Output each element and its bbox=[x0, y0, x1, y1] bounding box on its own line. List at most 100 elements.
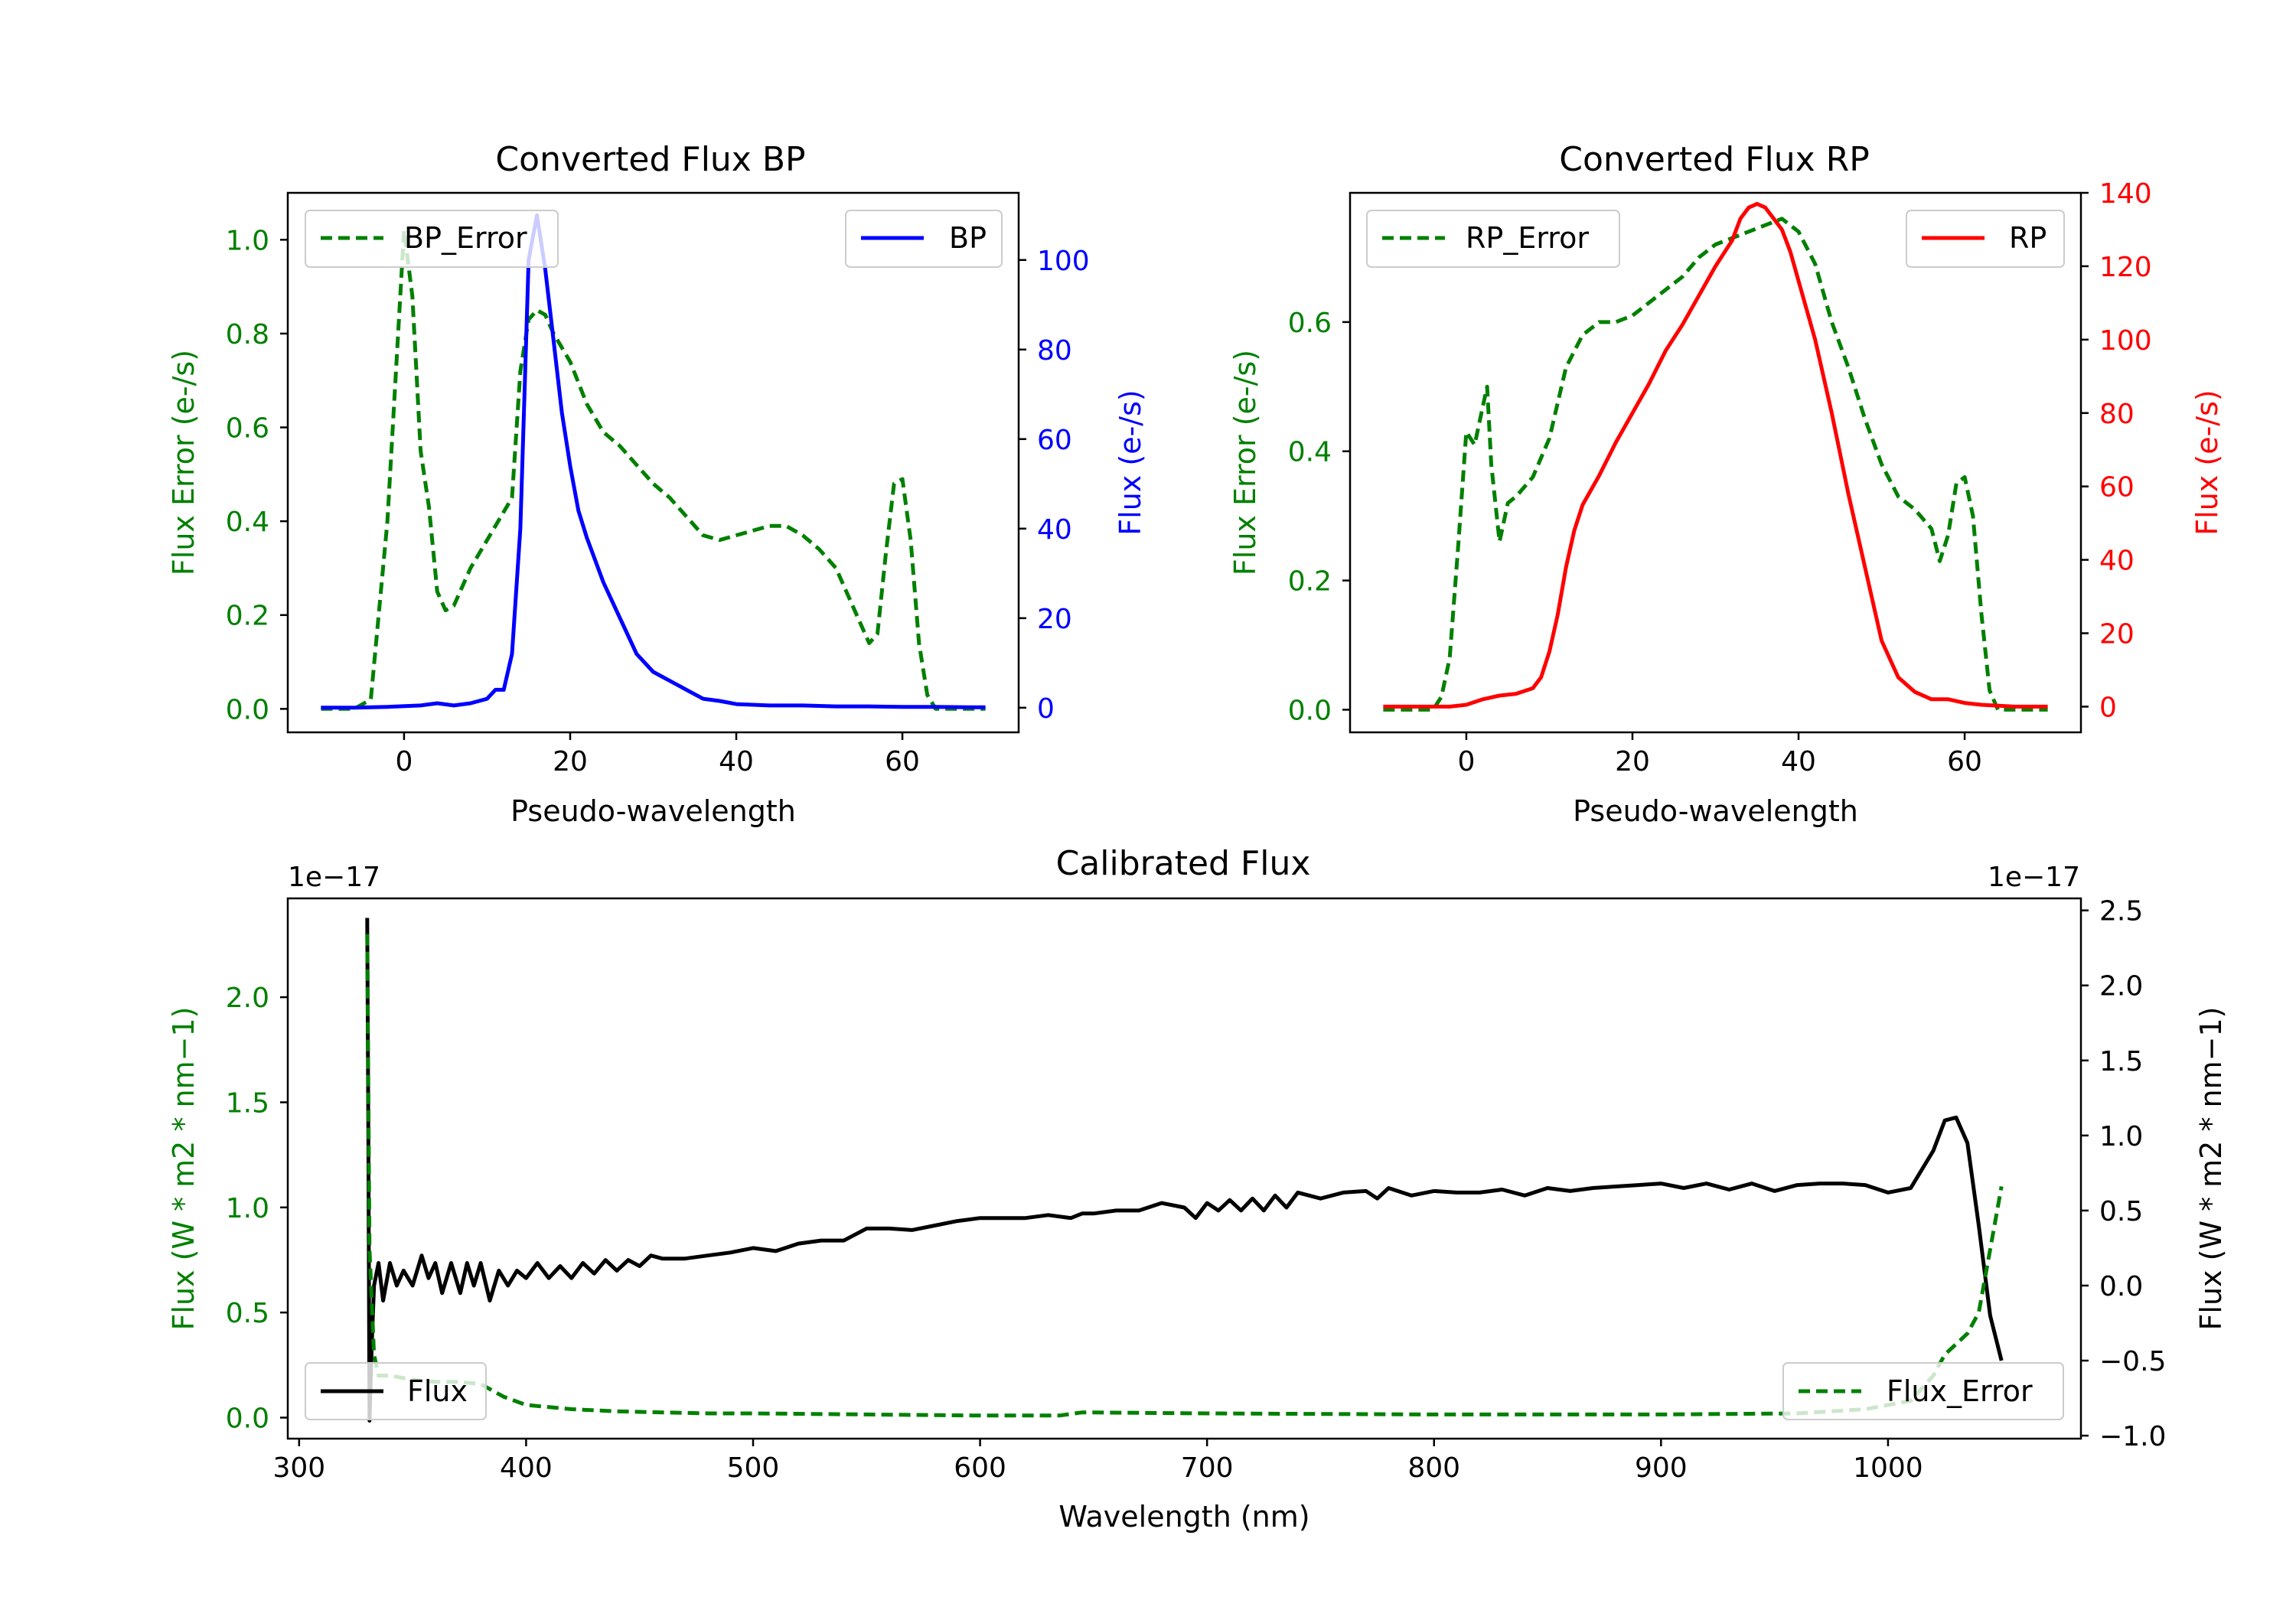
bp-right-tick-label: 20 bbox=[1037, 604, 1072, 635]
bp-x-tick-label: 40 bbox=[719, 746, 754, 777]
cal-left-tick-label: 0.0 bbox=[226, 1403, 269, 1435]
bp-right-tick-label: 100 bbox=[1037, 246, 1090, 277]
cal-right-tick-label: −0.5 bbox=[2099, 1346, 2166, 1377]
rp-right-ticks: 0 20 40 60 80 100 120 140 bbox=[2081, 178, 2152, 723]
bp-panel: Converted Flux BP 0 20 40 60 0.00.20.40.60.… bbox=[167, 140, 1147, 828]
rp-right-tick-label: 100 bbox=[2099, 325, 2152, 357]
bp-x-tick-label: 60 bbox=[885, 746, 920, 777]
rp-legend-right[interactable]: RP bbox=[1906, 210, 2065, 268]
bp-legend-right[interactable]: BP bbox=[845, 210, 1003, 268]
rp-x-tick-label: 0 bbox=[1457, 746, 1475, 777]
rp-series-rp-line bbox=[1383, 201, 2048, 709]
bp-error-legend-label: BP_Error bbox=[404, 221, 527, 255]
bp-right-tick-label: 40 bbox=[1037, 514, 1072, 546]
cal-right-ticks: −1.0 −0.5 0.0 0.5 1.0 1.5 2.0 2.5 bbox=[2081, 896, 2166, 1452]
rp-legend-left[interactable]: RP_Error bbox=[1366, 210, 1620, 268]
flux-legend-label: Flux bbox=[407, 1374, 468, 1408]
rp-left-tick-label: 0.4 bbox=[1288, 437, 1332, 468]
cal-right-tick-label: 0.0 bbox=[2099, 1271, 2143, 1302]
rp-right-tick-label: 120 bbox=[2099, 252, 2152, 283]
cal-legend-left-box bbox=[305, 1362, 487, 1420]
bp-legend-left-box bbox=[305, 210, 559, 268]
rp-legend-label: RP bbox=[2009, 221, 2047, 255]
rp-left-tick-label: 0.0 bbox=[1288, 695, 1332, 726]
cal-x-tick-label: 300 bbox=[272, 1452, 325, 1484]
bp-right-axis-label: Flux (e-/s) bbox=[1114, 390, 1147, 535]
cal-x-tick-label: 400 bbox=[500, 1452, 553, 1484]
cal-legend-right[interactable]: Flux_Error bbox=[1782, 1362, 2064, 1420]
cal-left-tick-label: 1.5 bbox=[226, 1087, 269, 1119]
bp-left-tick-label: 1.0 bbox=[226, 225, 269, 256]
rp-left-ticks: 0.0 0.2 0.4 0.6 bbox=[1288, 308, 1350, 726]
rp-title: Converted Flux RP bbox=[1559, 140, 1870, 179]
cal-right-tick-label: 0.5 bbox=[2099, 1196, 2143, 1227]
cal-x-label: Wavelength (nm) bbox=[1058, 1500, 1309, 1534]
rp-series-layer bbox=[1383, 201, 2048, 712]
rp-left-axis-label: Flux Error (e-/s) bbox=[1228, 350, 1262, 575]
bp-series-layer bbox=[321, 213, 986, 711]
rp-right-tick-label: 140 bbox=[2099, 178, 2152, 210]
bp-right-ticks: 0 20 40 60 80 100 bbox=[1019, 246, 1090, 725]
flux-error-legend-label: Flux_Error bbox=[1887, 1374, 2033, 1408]
cal-x-tick-label: 900 bbox=[1635, 1452, 1688, 1484]
cal-left-tick-label: 1.0 bbox=[226, 1193, 269, 1224]
cal-right-offset-text: 1e−17 bbox=[1988, 862, 2080, 893]
bp-left-ticks: 0.0 0.2 0.4 0.6 0.8 1.0 bbox=[226, 225, 288, 725]
bp-left-tick-label: 0.6 bbox=[226, 413, 269, 445]
bp-x-ticks: 0 20 40 60 bbox=[395, 732, 920, 777]
bp-series-bp-line bbox=[321, 213, 986, 710]
rp-legend-right-box bbox=[1906, 210, 2065, 268]
cal-legend-left[interactable]: Flux bbox=[305, 1362, 487, 1420]
rp-x-tick-label: 60 bbox=[1947, 746, 1982, 777]
cal-left-tick-label: 2.0 bbox=[226, 983, 269, 1014]
cal-panel: Calibrated Flux 1e−17 1e−17 300 400 500 600… bbox=[167, 844, 2228, 1534]
cal-x-tick-label: 600 bbox=[954, 1452, 1006, 1484]
cal-right-tick-label: 2.5 bbox=[2099, 896, 2143, 927]
rp-right-tick-label: 0 bbox=[2099, 692, 2117, 723]
bp-right-tick-label: 80 bbox=[1037, 335, 1072, 367]
bp-left-tick-label: 0.2 bbox=[226, 601, 269, 632]
cal-right-tick-label: −1.0 bbox=[2099, 1421, 2166, 1452]
rp-right-tick-label: 40 bbox=[2099, 546, 2135, 577]
cal-legend-right-box bbox=[1782, 1362, 2064, 1420]
cal-right-tick-label: 1.5 bbox=[2099, 1046, 2143, 1077]
bp-legend-left[interactable]: BP_Error bbox=[305, 210, 559, 268]
bp-right-tick-label: 60 bbox=[1037, 425, 1072, 456]
bp-left-axis-label: Flux Error (e-/s) bbox=[167, 350, 201, 575]
rp-x-ticks: 0 20 40 60 bbox=[1457, 732, 1982, 777]
cal-series-flux-line bbox=[365, 918, 2004, 1423]
bp-left-tick-label: 0.4 bbox=[226, 507, 269, 538]
bp-legend-label: BP bbox=[949, 221, 987, 255]
cal-frame bbox=[286, 897, 2082, 1440]
bp-left-tick-label: 0.0 bbox=[226, 694, 269, 725]
rp-x-tick-label: 40 bbox=[1781, 746, 1816, 777]
rp-right-tick-label: 20 bbox=[2099, 619, 2135, 650]
rp-x-label: Pseudo-wavelength bbox=[1573, 794, 1858, 828]
bp-x-label: Pseudo-wavelength bbox=[510, 794, 796, 828]
bp-title: Converted Flux BP bbox=[495, 140, 805, 179]
bp-frame bbox=[286, 191, 1020, 734]
rp-right-axis-label: Flux (e-/s) bbox=[2190, 390, 2224, 535]
cal-x-tick-label: 1000 bbox=[1853, 1452, 1923, 1484]
cal-x-ticks: 300 400 500 600 700 800 900 1000 bbox=[272, 1439, 1923, 1484]
bp-right-tick-label: 0 bbox=[1037, 693, 1055, 725]
bp-x-tick-label: 0 bbox=[395, 746, 413, 777]
cal-x-tick-label: 800 bbox=[1407, 1452, 1460, 1484]
rp-left-tick-label: 0.6 bbox=[1288, 308, 1332, 339]
cal-x-tick-label: 500 bbox=[727, 1452, 780, 1484]
cal-left-offset-text: 1e−17 bbox=[288, 862, 380, 893]
cal-x-tick-label: 700 bbox=[1181, 1452, 1234, 1484]
rp-series-rp-error-line bbox=[1383, 217, 2048, 712]
rp-frame bbox=[1349, 191, 2082, 734]
cal-title: Calibrated Flux bbox=[1056, 844, 1311, 883]
cal-left-axis-label: Flux (W * m2 * nm−1) bbox=[167, 1007, 201, 1331]
rp-left-tick-label: 0.2 bbox=[1288, 566, 1332, 598]
rp-right-tick-label: 80 bbox=[2099, 399, 2135, 430]
cal-left-ticks: 0.0 0.5 1.0 1.5 2.0 bbox=[226, 983, 288, 1435]
rp-right-tick-label: 60 bbox=[2099, 472, 2135, 504]
bp-x-tick-label: 20 bbox=[553, 746, 588, 777]
rp-legend-left-box bbox=[1366, 210, 1620, 268]
rp-error-legend-label: RP_Error bbox=[1466, 221, 1589, 255]
cal-left-tick-label: 0.5 bbox=[226, 1298, 269, 1329]
